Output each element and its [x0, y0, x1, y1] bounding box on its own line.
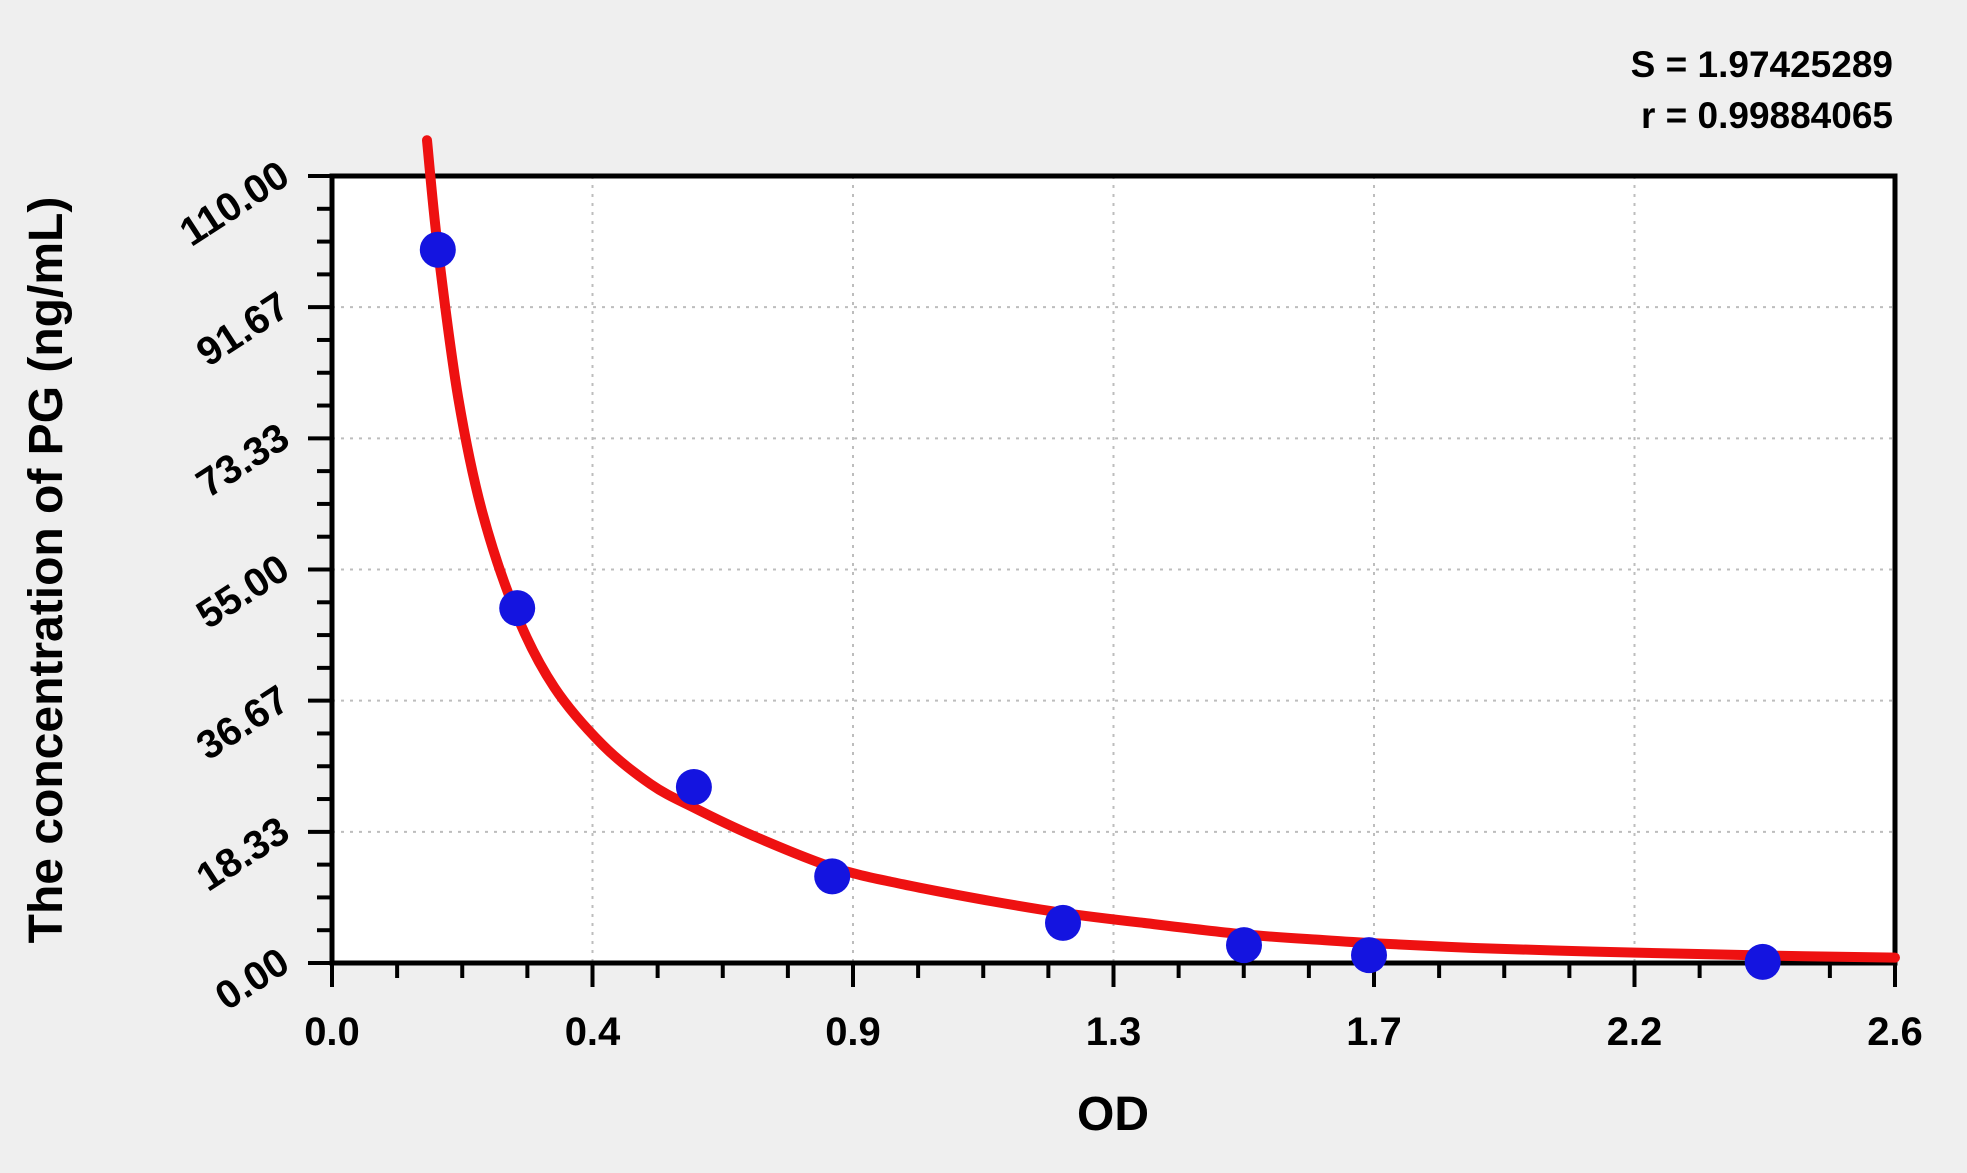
data-point: [675, 769, 712, 805]
data-point: [1226, 927, 1262, 964]
x-tick-label: 2.2: [1607, 1010, 1663, 1054]
data-point: [419, 231, 456, 268]
data-point: [1744, 943, 1781, 980]
data-point: [499, 590, 536, 627]
y-tick-label: 73.33: [189, 415, 297, 506]
y-tick-label: 0.00: [208, 940, 297, 1019]
stat-s-value: S = 1.97425289: [1631, 44, 1893, 85]
y-tick-label: 36.67: [189, 677, 297, 768]
x-tick-label: 0.9: [825, 1010, 881, 1054]
x-tick-label: 2.6: [1867, 1010, 1923, 1054]
stat-r-value: r = 0.99884065: [1641, 95, 1893, 136]
plot-area: [332, 176, 1895, 963]
y-tick-label: 55.00: [189, 546, 297, 637]
fit-curve: [422, 135, 1900, 963]
x-tick-label: 1.7: [1346, 1010, 1402, 1054]
x-axis-title: OD: [1077, 1088, 1149, 1141]
data-points: [419, 231, 1781, 980]
plot-frame: [329, 173, 1898, 966]
y-tick-label: 110.00: [172, 153, 297, 255]
data-point: [1045, 904, 1081, 941]
data-point: [1351, 937, 1387, 974]
data-point: [814, 858, 851, 895]
x-tick-label: 0.0: [304, 1010, 360, 1054]
y-axis-title: The concentration of PG (ng/mL): [20, 197, 73, 944]
x-tick-label: 0.4: [565, 1010, 621, 1054]
x-tick-label: 1.3: [1086, 1010, 1142, 1054]
axis-ticks: [308, 174, 1897, 987]
plot-border: [329, 173, 1898, 966]
y-tick-label: 18.33: [189, 808, 297, 899]
y-tick-label: 91.67: [189, 284, 297, 375]
